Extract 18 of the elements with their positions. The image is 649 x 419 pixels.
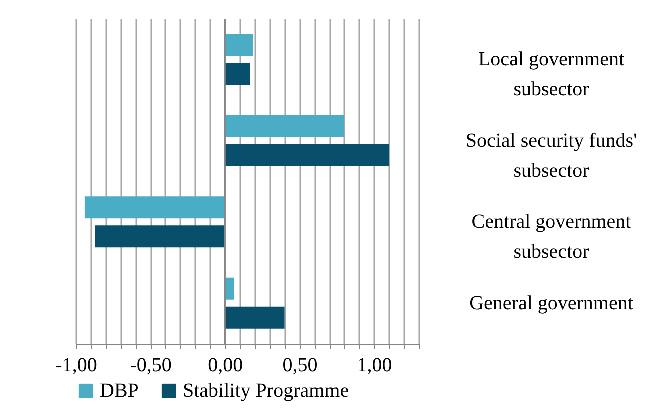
bar [225, 144, 390, 166]
x-tick-label: 0,00 [208, 354, 244, 376]
x-tick-label: 1,00 [357, 354, 392, 376]
y-tick-label: Social security funds' subsector [466, 130, 638, 182]
bar [225, 34, 254, 56]
x-tick-label: -1,00 [56, 354, 98, 376]
bar [225, 63, 250, 86]
bar [225, 306, 285, 329]
y-tick-label: Local government subsector [478, 48, 625, 101]
bar [84, 196, 226, 219]
legend-label: Stability Programme [183, 380, 350, 402]
bar [225, 115, 344, 138]
y-tick-label: Central government subsector [472, 211, 632, 264]
legend-label: DBP [100, 380, 139, 402]
y-tick-label: General government [470, 292, 634, 314]
x-tick-label: 0,50 [282, 354, 318, 376]
bar [95, 226, 226, 248]
x-tick-label: -0,50 [130, 354, 172, 376]
